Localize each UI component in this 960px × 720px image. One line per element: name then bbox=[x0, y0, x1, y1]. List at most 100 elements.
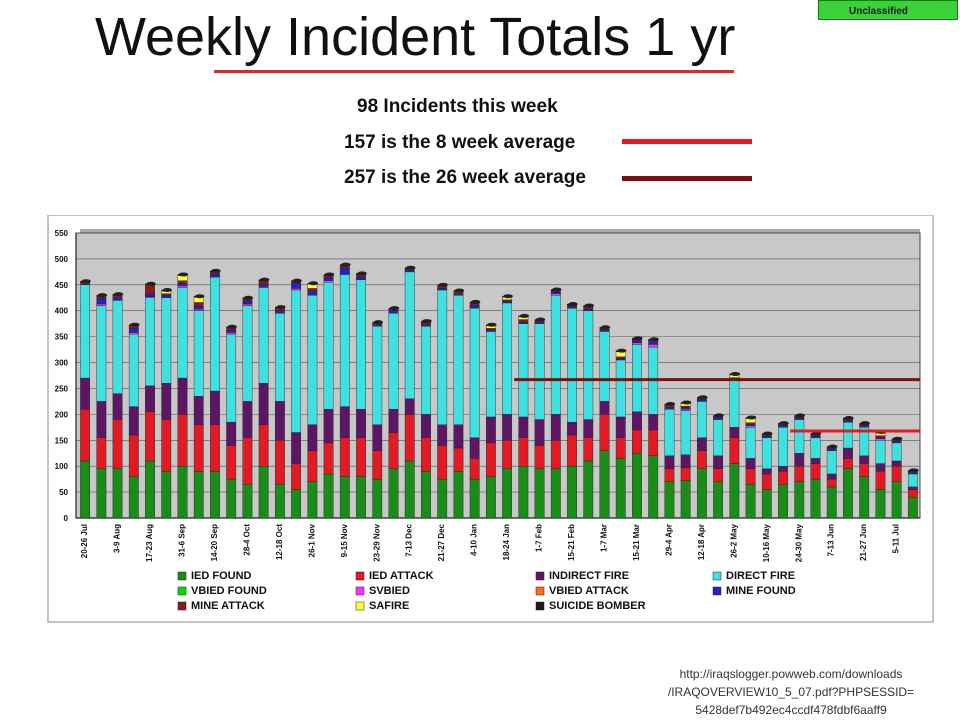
bar-segment bbox=[680, 467, 691, 481]
bar-cap bbox=[617, 348, 627, 353]
bar-segment bbox=[323, 282, 334, 410]
legend-label: IED ATTACK bbox=[369, 570, 434, 582]
bar-segment bbox=[112, 300, 123, 394]
bar-segment bbox=[761, 437, 772, 469]
bar-cap bbox=[730, 371, 741, 376]
bar-segment bbox=[112, 468, 123, 519]
bar-cap bbox=[828, 444, 838, 449]
bar-segment bbox=[356, 276, 366, 280]
x-tick-label: 12-18 Oct bbox=[275, 524, 284, 560]
bar-cap bbox=[470, 299, 481, 304]
bar-segment bbox=[745, 427, 756, 459]
bar-segment bbox=[161, 293, 172, 296]
bar-segment bbox=[210, 274, 220, 278]
bar-segment bbox=[518, 437, 529, 467]
page-title: Weekly Incident Totals 1 yr bbox=[95, 7, 736, 67]
bar-segment bbox=[761, 435, 772, 438]
y-tick-label: 350 bbox=[55, 333, 69, 342]
legend-label: DIRECT FIRE bbox=[726, 570, 795, 582]
bar-segment bbox=[875, 435, 886, 438]
bar-segment bbox=[534, 321, 545, 324]
bar-segment bbox=[907, 486, 918, 490]
bar-segment bbox=[859, 476, 870, 519]
bar-segment bbox=[421, 437, 431, 472]
bar-segment bbox=[307, 481, 318, 519]
bar-segment bbox=[615, 437, 626, 459]
bar-segment bbox=[778, 465, 788, 472]
bar-segment bbox=[323, 442, 334, 475]
bar-cap bbox=[146, 281, 156, 286]
bar-segment bbox=[258, 284, 269, 288]
bar-segment bbox=[128, 476, 139, 519]
bar-segment bbox=[274, 440, 285, 485]
bar-segment bbox=[567, 421, 577, 436]
bar-segment bbox=[193, 306, 204, 310]
bar-segment bbox=[128, 406, 139, 436]
x-tick-label: 26-2 May bbox=[729, 523, 738, 557]
bar-segment bbox=[875, 489, 886, 519]
x-tick-label: 10-16 May bbox=[762, 523, 771, 562]
bar-segment bbox=[242, 401, 253, 438]
bar-segment bbox=[502, 301, 513, 304]
bar-segment bbox=[778, 471, 788, 485]
bar-segment bbox=[145, 297, 155, 387]
bar-segment bbox=[632, 411, 642, 431]
x-tick-label: 15-21 Mar bbox=[632, 524, 641, 561]
bar-segment bbox=[810, 458, 821, 464]
bar-segment bbox=[907, 489, 918, 498]
avg8-legend-line bbox=[622, 139, 752, 144]
bar-segment bbox=[567, 434, 577, 467]
bar-segment bbox=[632, 453, 642, 519]
bar-segment bbox=[567, 307, 577, 423]
bar-segment bbox=[729, 463, 740, 519]
bar-segment bbox=[388, 432, 399, 469]
bar-cap bbox=[243, 295, 254, 300]
bar-segment bbox=[388, 408, 399, 433]
bar-segment bbox=[145, 293, 155, 297]
bar-segment bbox=[632, 340, 642, 344]
bar-cap bbox=[308, 281, 319, 286]
bar-segment bbox=[177, 283, 188, 287]
bar-segment bbox=[404, 460, 415, 519]
bar-cap bbox=[259, 277, 270, 282]
bar-segment bbox=[891, 465, 902, 482]
bar-segment bbox=[599, 329, 610, 332]
bar-segment bbox=[323, 408, 334, 444]
bar-segment bbox=[372, 424, 383, 451]
bar-cap bbox=[519, 313, 530, 318]
bar-cap bbox=[681, 400, 692, 405]
bar-segment bbox=[826, 478, 837, 488]
bar-segment bbox=[437, 478, 448, 519]
bar-segment bbox=[518, 321, 529, 324]
bar-cap bbox=[195, 294, 205, 299]
bar-segment bbox=[242, 301, 253, 305]
legend-swatch bbox=[712, 586, 722, 596]
bar-segment bbox=[648, 341, 659, 345]
bar-segment bbox=[794, 481, 805, 519]
bar-segment bbox=[615, 359, 626, 418]
bar-segment bbox=[843, 420, 853, 423]
x-tick-label: 26-1 Nov bbox=[307, 523, 316, 557]
bar-segment bbox=[128, 434, 139, 477]
x-tick-label: 21-27 Dec bbox=[437, 523, 446, 561]
x-tick-label: 17-23 Aug bbox=[145, 524, 154, 562]
bar-segment bbox=[664, 455, 675, 469]
bar-segment bbox=[729, 427, 740, 438]
bar-segment bbox=[567, 465, 577, 519]
bar-segment bbox=[177, 280, 188, 284]
bar-segment bbox=[193, 471, 204, 519]
bar-segment bbox=[242, 484, 253, 519]
bar-segment bbox=[453, 424, 464, 449]
bar-segment bbox=[210, 424, 220, 472]
bar-segment bbox=[502, 414, 513, 441]
y-tick-label: 50 bbox=[59, 488, 68, 497]
stat-8-week-average: 157 is the 8 week average bbox=[344, 132, 576, 153]
bar-segment bbox=[680, 408, 691, 411]
bar-segment bbox=[891, 481, 902, 519]
bar-segment bbox=[696, 401, 707, 438]
bar-segment bbox=[550, 440, 561, 469]
bar-segment bbox=[388, 313, 399, 410]
bar-segment bbox=[518, 416, 529, 438]
bar-segment bbox=[745, 424, 756, 426]
bar-cap bbox=[811, 431, 822, 436]
